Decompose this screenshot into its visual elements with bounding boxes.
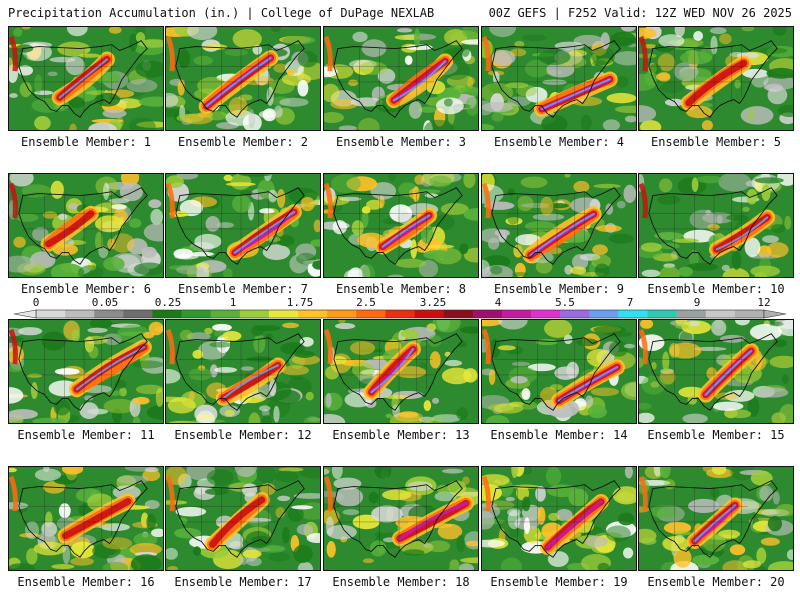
ensemble-map-panel [165, 26, 321, 131]
color-scale-swatch [647, 310, 677, 318]
color-scale-swatch [327, 310, 357, 318]
ensemble-member-label: Ensemble Member: 5 [650, 135, 782, 149]
color-scale-swatch [443, 310, 474, 318]
color-scale-swatch [676, 310, 707, 318]
color-scale-tick-label: 0.05 [91, 296, 119, 309]
color-scale-swatch [210, 310, 241, 318]
color-scale-swatch [268, 310, 299, 318]
color-scale-swatch [152, 310, 182, 318]
color-scale-swatch [65, 310, 95, 318]
page-title: Precipitation Accumulation (in.) | Colle… [8, 6, 435, 20]
color-scale-tick-label: 0.25 [154, 296, 182, 309]
color-scale-swatch [239, 310, 270, 318]
color-scale-tick-label: 5.5 [555, 296, 575, 309]
run-valid-time: 00Z GEFS | F252 Valid: 12Z WED NOV 26 20… [488, 6, 792, 20]
ensemble-map-panel [481, 26, 637, 131]
ensemble-member-label: Ensemble Member: 7 [177, 282, 309, 296]
color-scale-tick-label: 2.5 [356, 296, 376, 309]
ensemble-map-panel [165, 319, 321, 424]
ensemble-member-label: Ensemble Member: 14 [490, 428, 628, 442]
color-scale-min-arrow [13, 309, 37, 319]
ensemble-member-label: Ensemble Member: 3 [335, 135, 467, 149]
ensemble-member-label: Ensemble Member: 12 [174, 428, 312, 442]
ensemble-map-panel [323, 466, 479, 571]
ensemble-map-panel [8, 319, 164, 424]
ensemble-map-panel [481, 466, 637, 571]
color-scale-tick-label: 12 [757, 296, 771, 309]
ensemble-member-label: Ensemble Member: 2 [177, 135, 309, 149]
ensemble-map-panel [323, 26, 479, 131]
color-scale-swatch [356, 310, 386, 318]
ensemble-member-label: Ensemble Member: 6 [20, 282, 152, 296]
ensemble-map-panel [323, 319, 479, 424]
color-scale-swatch [734, 310, 765, 318]
color-scale-max-arrow [763, 309, 787, 319]
color-scale-swatch [589, 310, 619, 318]
ensemble-member-label: Ensemble Member: 8 [335, 282, 467, 296]
ensemble-map-panel [638, 26, 794, 131]
ensemble-member-label: Ensemble Member: 18 [332, 575, 470, 589]
ensemble-member-label: Ensemble Member: 4 [493, 135, 625, 149]
ensemble-map-panel [481, 173, 637, 278]
color-scale-swatch [414, 310, 444, 318]
ensemble-map-panel [481, 319, 637, 424]
ensemble-member-label: Ensemble Member: 16 [17, 575, 155, 589]
ensemble-member-label: Ensemble Member: 10 [647, 282, 785, 296]
color-scale-tick-label: 9 [693, 296, 701, 309]
color-scale-tick-label: 1 [229, 296, 237, 309]
color-scale-swatch [123, 310, 153, 318]
ensemble-map-panel [638, 466, 794, 571]
ensemble-map-panel [8, 173, 164, 278]
ensemble-member-label: Ensemble Member: 20 [647, 575, 785, 589]
color-scale-swatch [618, 310, 648, 318]
color-scale-swatch [705, 310, 736, 318]
ensemble-member-label: Ensemble Member: 9 [493, 282, 625, 296]
ensemble-map-panel [323, 173, 479, 278]
color-scale-swatch [181, 310, 212, 318]
ensemble-member-label: Ensemble Member: 15 [647, 428, 785, 442]
color-scale-tick-label: 0 [32, 296, 40, 309]
color-scale-swatch [94, 310, 124, 318]
ensemble-map-panel [638, 319, 794, 424]
color-scale-bar [13, 309, 787, 319]
ensemble-map-panel [8, 26, 164, 131]
ensemble-map-panel [8, 466, 164, 571]
ensemble-map-panel [165, 466, 321, 571]
color-scale-tick-label: 4 [494, 296, 502, 309]
color-scale-swatch [501, 310, 532, 318]
color-scale-swatch [472, 310, 503, 318]
color-scale-swatch [298, 310, 328, 318]
color-scale-tick-label: 1.75 [286, 296, 314, 309]
color-scale-swatch [36, 310, 66, 318]
ensemble-member-label: Ensemble Member: 1 [20, 135, 152, 149]
color-scale-tick-label: 7 [626, 296, 634, 309]
color-scale-swatch [560, 310, 590, 318]
ensemble-member-label: Ensemble Member: 11 [17, 428, 155, 442]
ensemble-member-label: Ensemble Member: 17 [174, 575, 312, 589]
ensemble-map-panel [165, 173, 321, 278]
color-scale-swatch [385, 310, 415, 318]
ensemble-member-label: Ensemble Member: 19 [490, 575, 628, 589]
color-scale-swatch [531, 310, 561, 318]
ensemble-member-label: Ensemble Member: 13 [332, 428, 470, 442]
ensemble-map-panel [638, 173, 794, 278]
color-scale-tick-label: 3.25 [419, 296, 447, 309]
